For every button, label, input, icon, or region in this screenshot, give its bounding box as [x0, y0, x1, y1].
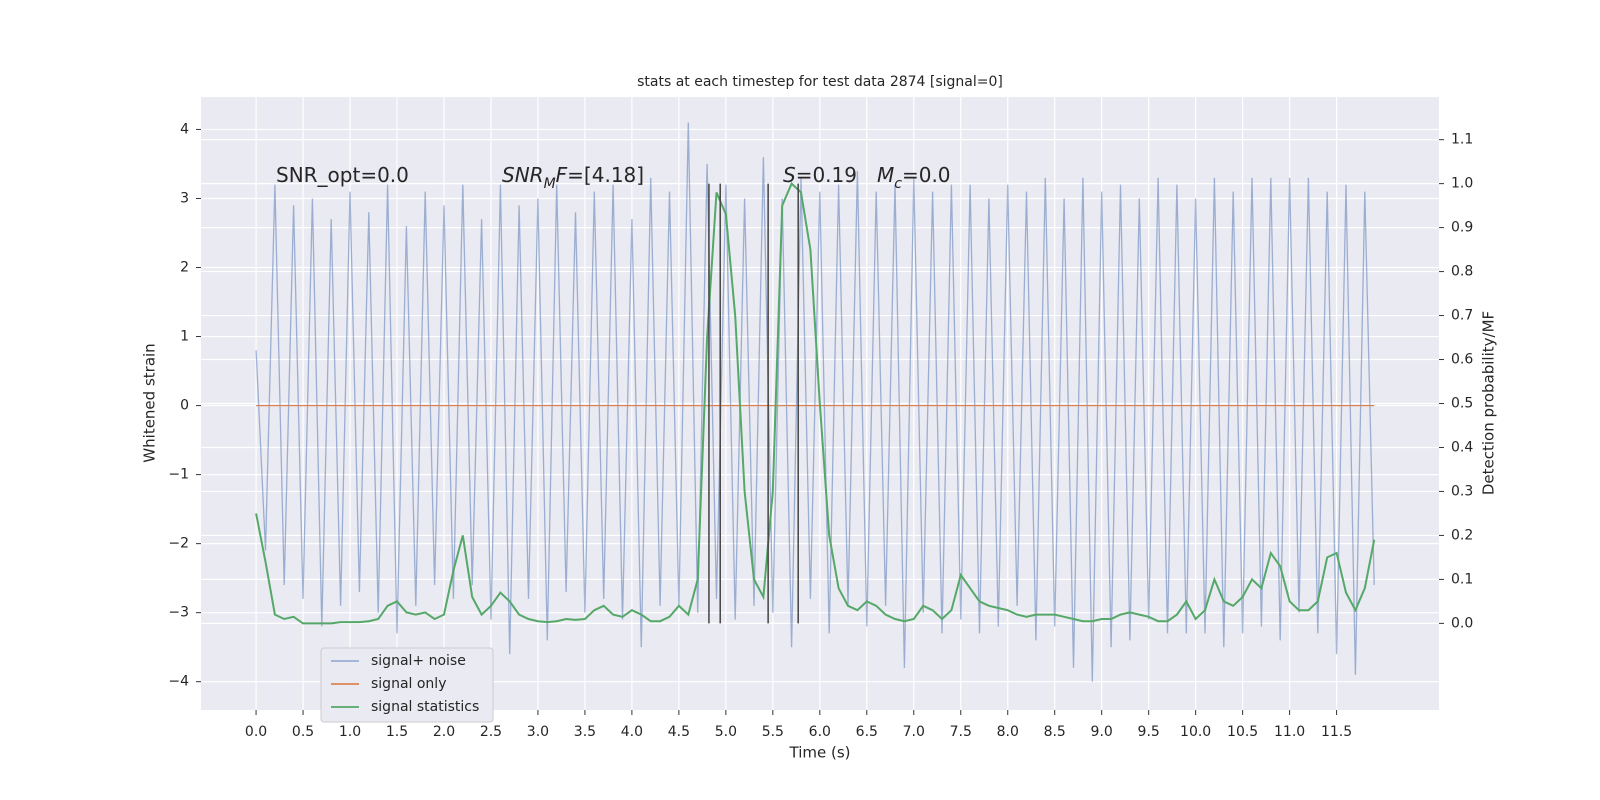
- series-line: [255, 122, 1375, 682]
- y-tick-label: −4: [168, 674, 189, 690]
- series-line: [255, 181, 1376, 625]
- x-tick-label: 10.5: [1227, 724, 1258, 740]
- annotation-part: SNR_opt=0.0: [276, 163, 409, 187]
- y-tick-label: 3: [180, 190, 189, 206]
- x-axis-label: Time (s): [789, 744, 851, 762]
- annotation-part: S: [783, 163, 796, 187]
- x-tick-label: 11.0: [1274, 724, 1305, 740]
- y2-tick-label: 0.7: [1451, 308, 1473, 324]
- x-tick-label: 5.0: [715, 724, 737, 740]
- y-tick-label: −2: [168, 536, 189, 552]
- x-tick-label: 6.0: [809, 724, 831, 740]
- y2-tick-label: 0.3: [1451, 483, 1473, 499]
- y-tick-label: 0: [180, 398, 189, 414]
- annotation: SNR_opt=0.0: [276, 163, 409, 187]
- x-tick-label: 8.0: [997, 724, 1019, 740]
- x-tick-label: 7.0: [903, 724, 925, 740]
- x-tick-label: 0.5: [292, 724, 314, 740]
- x-tick-label: 1.5: [386, 724, 408, 740]
- annotation-part: =[4.18]: [567, 163, 644, 187]
- y2-tick-label: 0.6: [1451, 352, 1473, 368]
- y-tick-label: −1: [168, 467, 189, 483]
- x-tick-label: 3.5: [574, 724, 596, 740]
- y-tick-label: 4: [180, 121, 189, 137]
- annotation-part: F: [556, 163, 568, 187]
- y2-axis-label: Detection probability/MF: [1480, 311, 1498, 495]
- annotation-part: =0.0: [902, 163, 951, 187]
- x-tick-label: 2.0: [433, 724, 455, 740]
- x-tick-label: 1.0: [339, 724, 361, 740]
- y2-tick-label: 0.2: [1451, 527, 1473, 543]
- x-tick-label: 6.5: [856, 724, 878, 740]
- y2-tick-label: 0.4: [1451, 439, 1473, 455]
- y-tick-label: −3: [168, 605, 189, 621]
- legend-label: signal only: [371, 676, 446, 692]
- annotation-part: c: [894, 176, 902, 192]
- y2-tick-label: 0.8: [1451, 264, 1473, 280]
- x-tick-label: 9.5: [1138, 724, 1160, 740]
- x-tick-label: 4.5: [668, 724, 690, 740]
- x-tick-label: 7.5: [950, 724, 972, 740]
- annotation-part: =0.19: [796, 163, 857, 187]
- y-tick-label: 2: [180, 260, 189, 276]
- x-tick-label: 8.5: [1044, 724, 1066, 740]
- x-tick-label: 4.0: [621, 724, 643, 740]
- y-axis-label: Whitened strain: [141, 343, 159, 462]
- annotation-part: M: [877, 163, 894, 187]
- legend-box: [320, 647, 494, 723]
- annotation: S=0.19: [783, 163, 857, 187]
- x-tick-label: 2.5: [480, 724, 502, 740]
- y2-tick-label: 0.1: [1451, 571, 1473, 587]
- x-tick-label: 3.0: [527, 724, 549, 740]
- x-tick-label: 10.0: [1180, 724, 1211, 740]
- y2-tick-label: 0.0: [1451, 615, 1473, 631]
- annotation-part: M: [544, 176, 556, 192]
- y-tick-label: 1: [180, 329, 189, 345]
- annotation: Mc=0.0: [877, 163, 951, 193]
- chart-title: stats at each timestep for test data 287…: [637, 74, 1003, 90]
- x-tick-label: 9.0: [1091, 724, 1113, 740]
- y2-tick-label: 1.0: [1451, 176, 1473, 192]
- y2-tick-label: 1.1: [1451, 132, 1473, 148]
- x-tick-label: 0.0: [245, 724, 267, 740]
- y2-tick-label: 0.9: [1451, 220, 1473, 236]
- y2-tick-label: 0.5: [1451, 396, 1473, 412]
- legend-label: signal+ noise: [371, 653, 466, 669]
- x-tick-label: 11.5: [1321, 724, 1352, 740]
- x-tick-label: 5.5: [762, 724, 784, 740]
- annotation-part: SNR: [502, 163, 544, 187]
- legend-label: signal statistics: [371, 699, 479, 715]
- annotation: SNRMF=[4.18]: [502, 163, 644, 193]
